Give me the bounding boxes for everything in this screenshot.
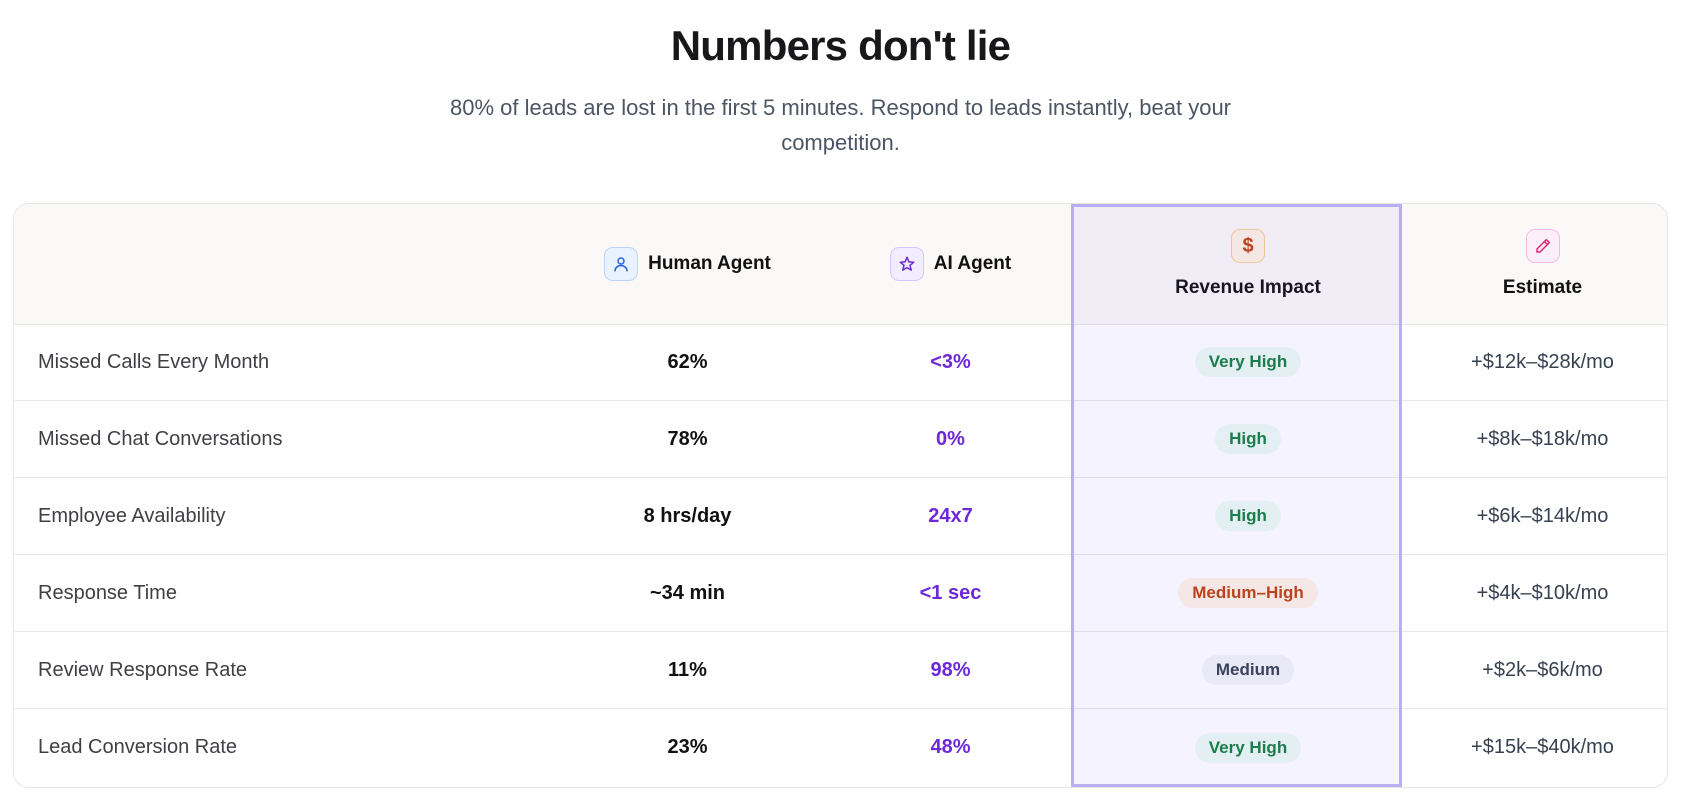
human-value: 23% bbox=[667, 736, 708, 758]
estimate-value: +$6k–$14k/mo bbox=[1476, 504, 1609, 527]
table-header: Human Agent AI Agent $ Revenue Impact Es… bbox=[14, 204, 1667, 325]
page-title: Numbers don't lie bbox=[670, 22, 1011, 69]
table-row: Missed Calls Every Month 62% <3% Very Hi… bbox=[14, 324, 1667, 401]
impact-badge: Medium bbox=[1201, 655, 1295, 685]
human-value: 11% bbox=[668, 658, 707, 681]
star-icon bbox=[889, 247, 924, 281]
impact-badge: Medium–High bbox=[1178, 578, 1318, 608]
human-value: 62% bbox=[667, 350, 708, 373]
column-header-impact: $ Revenue Impact bbox=[1080, 204, 1416, 324]
estimate-value: +$12k–$28k/mo bbox=[1471, 350, 1614, 373]
table-row: Employee Availability 8 hrs/day 24x7 Hig… bbox=[14, 478, 1667, 555]
human-value: 78% bbox=[667, 427, 708, 450]
row-label: Missed Chat Conversations bbox=[38, 427, 283, 450]
pencil-icon bbox=[1525, 229, 1560, 263]
row-label: Employee Availability bbox=[38, 504, 226, 527]
column-header-ai-label: AI Agent bbox=[933, 253, 1012, 274]
impact-badge: High bbox=[1215, 501, 1281, 531]
page-subtitle: 80% of leads are lost in the first 5 min… bbox=[449, 95, 1232, 155]
ai-value: 24x7 bbox=[928, 504, 973, 527]
user-icon bbox=[604, 247, 639, 281]
dollar-icon: $ bbox=[1231, 229, 1265, 263]
estimate-value: +$15k–$40k/mo bbox=[1471, 736, 1614, 758]
column-header-estimate-label: Estimate bbox=[1502, 277, 1583, 298]
ai-value: <3% bbox=[930, 350, 971, 373]
impact-badge: Very High bbox=[1194, 732, 1302, 763]
estimate-value: +$2k–$6k/mo bbox=[1482, 658, 1603, 681]
estimate-value: +$4k–$10k/mo bbox=[1476, 581, 1609, 604]
column-header-estimate: Estimate bbox=[1416, 204, 1667, 324]
table-row: Lead Conversion Rate 23% 48% Very High +… bbox=[14, 709, 1667, 786]
column-header-human: Human Agent bbox=[554, 204, 821, 324]
table-row: Review Response Rate 11% 98% Medium +$2k… bbox=[14, 632, 1667, 709]
impact-cell: High bbox=[1080, 478, 1416, 554]
ai-value: 98% bbox=[930, 658, 971, 681]
column-header-impact-label: Revenue Impact bbox=[1175, 277, 1321, 298]
estimate-value: +$8k–$18k/mo bbox=[1476, 427, 1609, 450]
row-label: Lead Conversion Rate bbox=[38, 736, 238, 758]
row-label: Missed Calls Every Month bbox=[38, 350, 270, 373]
impact-cell: Very High bbox=[1080, 324, 1416, 400]
column-header-ai: AI Agent bbox=[821, 204, 1080, 324]
impact-badge: High bbox=[1215, 424, 1281, 454]
ai-value: 48% bbox=[930, 736, 971, 758]
impact-badge: Very High bbox=[1194, 347, 1302, 377]
row-label: Response Time bbox=[38, 581, 177, 604]
ai-value: 0% bbox=[936, 427, 965, 450]
impact-cell: Medium–High bbox=[1080, 555, 1416, 631]
ai-value: <1 sec bbox=[919, 581, 982, 604]
column-header-human-label: Human Agent bbox=[648, 253, 771, 274]
human-value: 8 hrs/day bbox=[643, 504, 732, 527]
impact-cell: Medium bbox=[1080, 632, 1416, 708]
comparison-table: Human Agent AI Agent $ Revenue Impact Es… bbox=[13, 203, 1668, 788]
impact-cell: Very High bbox=[1080, 709, 1416, 786]
human-value: ~34 min bbox=[649, 581, 726, 604]
impact-cell: High bbox=[1080, 401, 1416, 477]
row-label: Review Response Rate bbox=[38, 658, 247, 681]
table-row: Response Time ~34 min <1 sec Medium–High… bbox=[14, 555, 1667, 632]
table-row: Missed Chat Conversations 78% 0% High +$… bbox=[14, 401, 1667, 478]
